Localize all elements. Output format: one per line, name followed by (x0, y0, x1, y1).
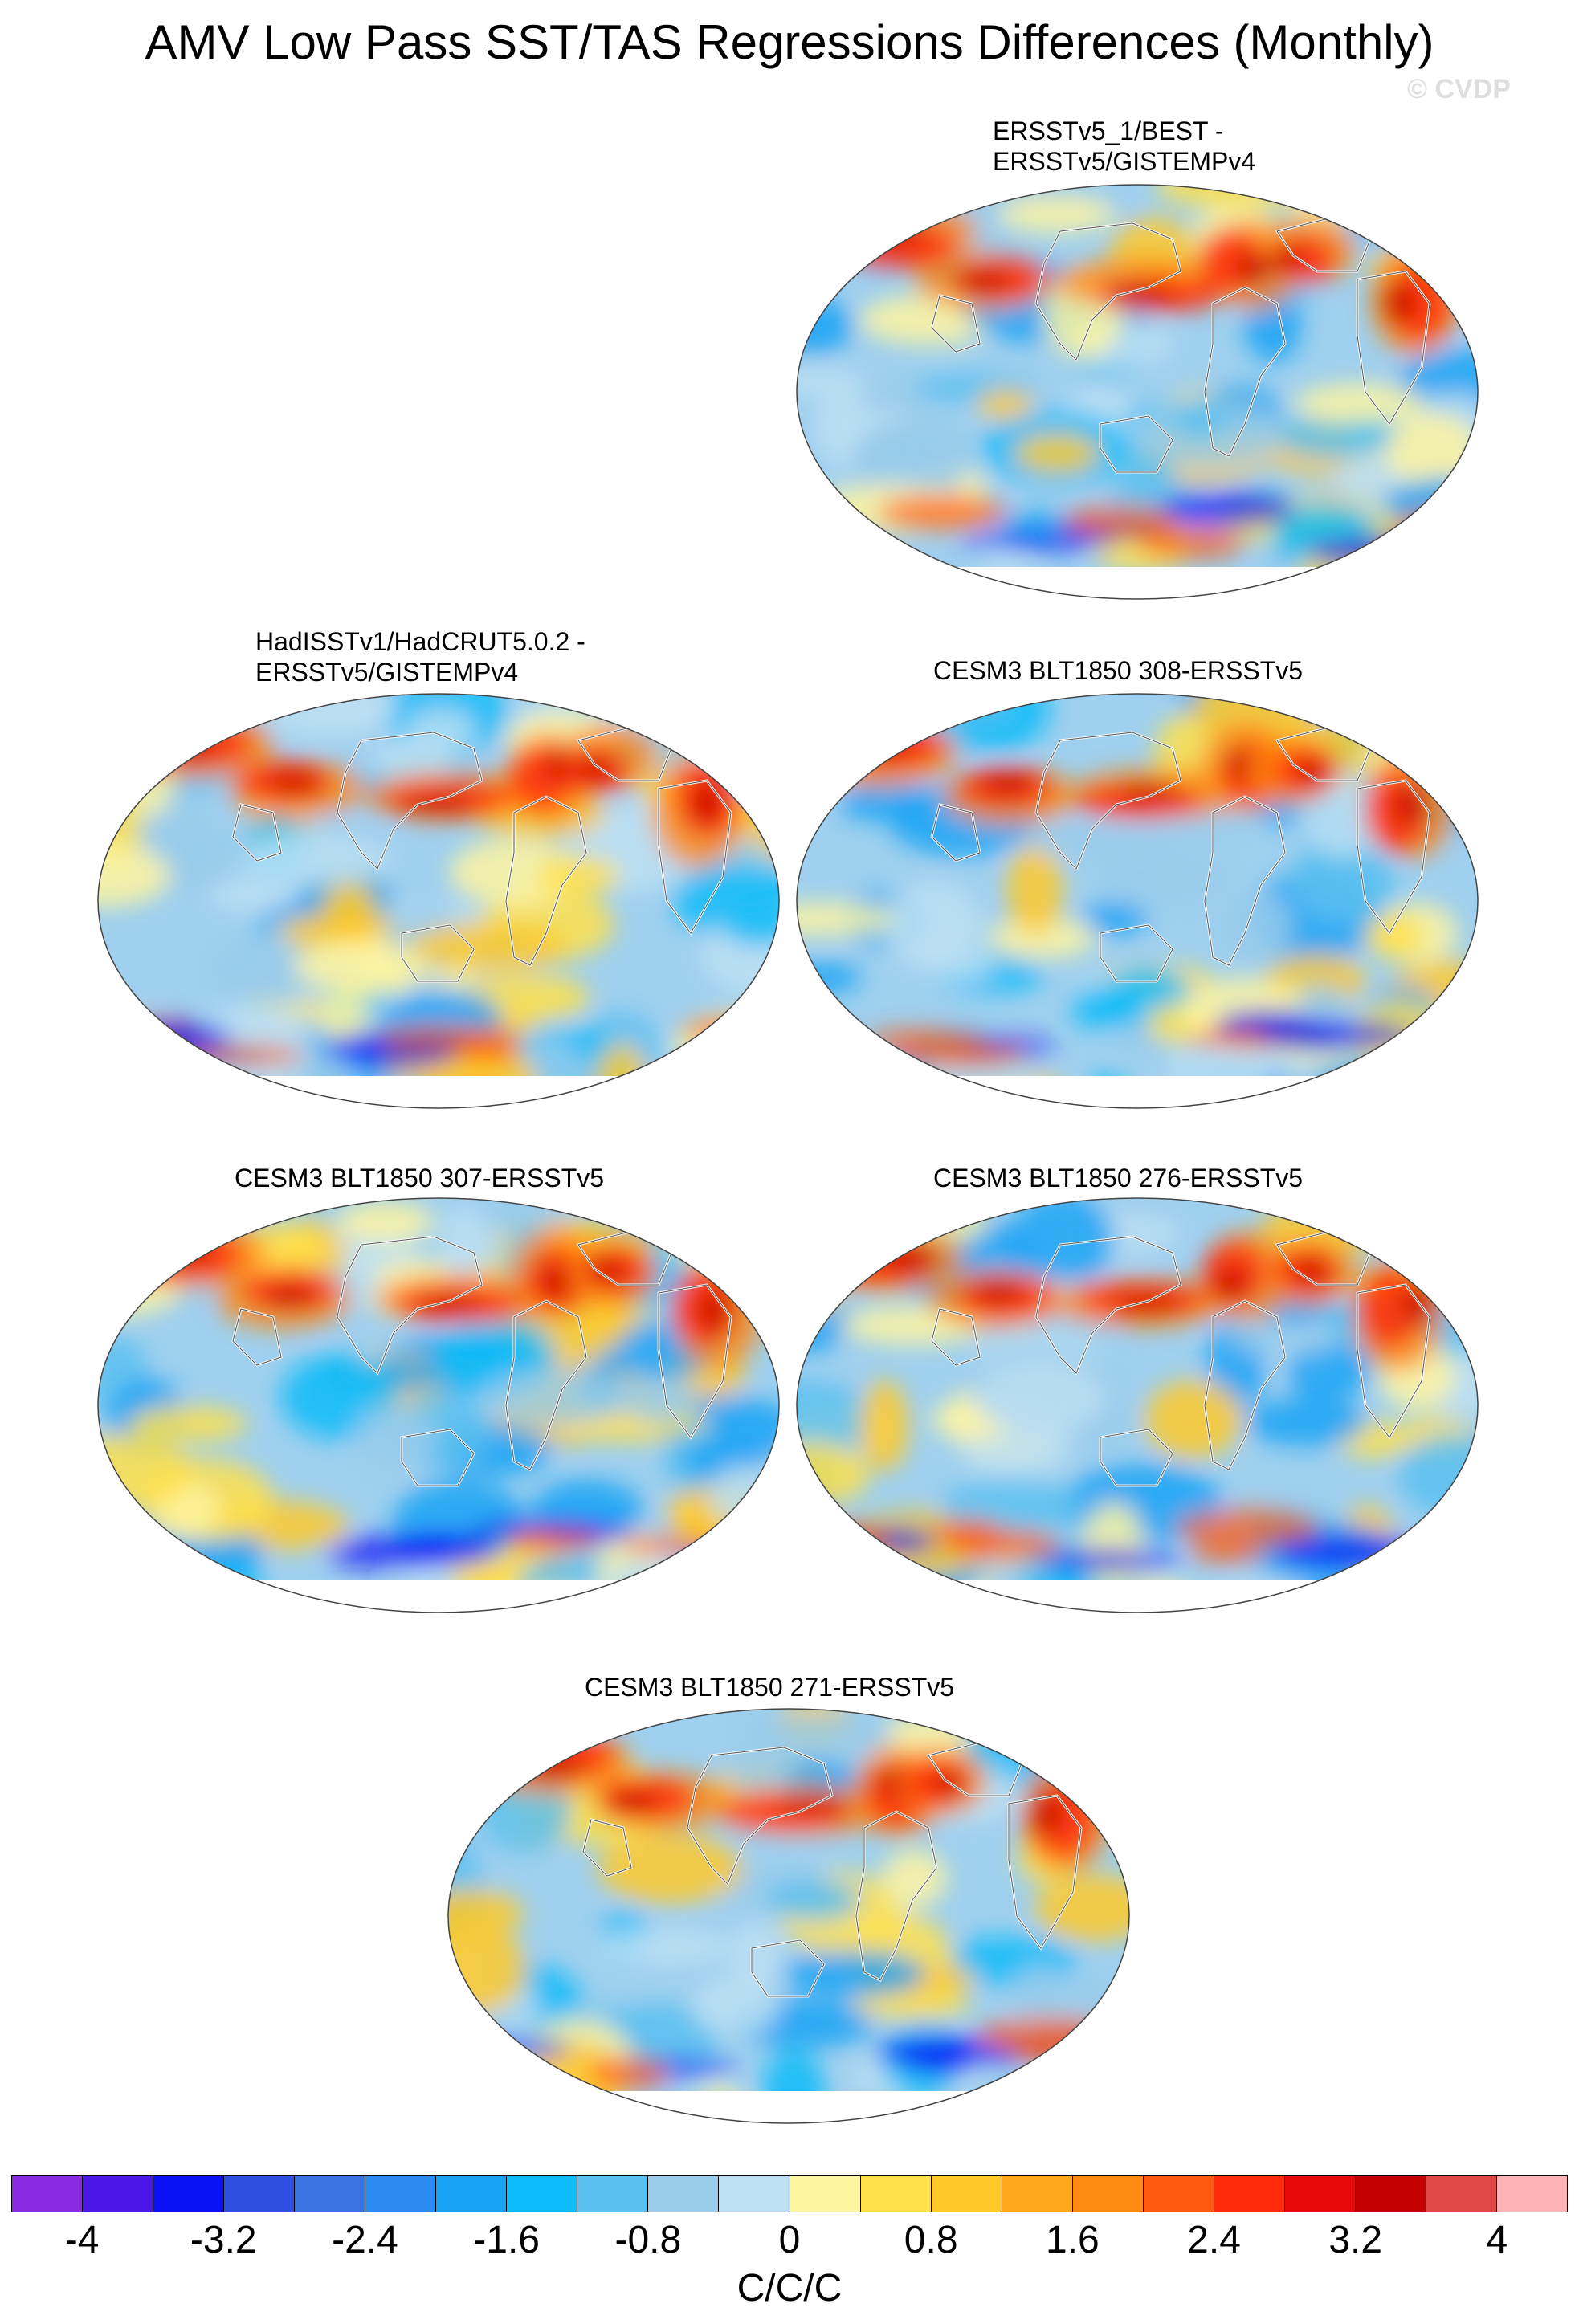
panel-title-2-line-1: HadISSTv1/HadCRUT5.0.2 - (255, 627, 585, 656)
colorbar-tick-label: 4 (1486, 2219, 1508, 2261)
colorbar-swatch-9 (648, 2176, 720, 2212)
map-panel-2 (97, 693, 780, 1109)
map-field (98, 694, 779, 1108)
panel-title-3: CESM3 BLT1850 308-ERSSTv5 (933, 655, 1303, 686)
colorbar-swatch-11 (790, 2176, 861, 2212)
colorbar-swatch-0 (12, 2176, 84, 2212)
panel-title-5: CESM3 BLT1850 276-ERSSTv5 (933, 1163, 1303, 1193)
panel-title-2-line-2: ERSSTv5/GISTEMPv4 (255, 658, 519, 687)
map-panel-6 (447, 1708, 1130, 2124)
colorbar (11, 2175, 1568, 2212)
figure-title: AMV Low Pass SST/TAS Regressions Differe… (145, 15, 1434, 69)
panel-title-5-line-1: CESM3 BLT1850 276-ERSSTv5 (933, 1164, 1304, 1193)
colorbar-tick-label: -1.6 (473, 2219, 540, 2261)
colorbar-swatch-12 (860, 2176, 932, 2212)
panel-title-6-line-1: CESM3 BLT1850 271-ERSSTv5 (585, 1673, 955, 1702)
panel-title-6: CESM3 BLT1850 271-ERSSTv5 (585, 1672, 954, 1702)
colorbar-swatch-2 (153, 2176, 225, 2212)
panel-title-2: HadISSTv1/HadCRUT5.0.2 - ERSSTv5/GISTEMP… (255, 626, 585, 687)
panel-title-4-line-1: CESM3 BLT1850 307-ERSSTv5 (235, 1164, 605, 1193)
colorbar-tick-label: -0.8 (614, 2219, 682, 2261)
map-outline (97, 1197, 780, 1613)
colorbar-tick-label: 2.4 (1187, 2219, 1241, 2261)
colorbar-swatch-19 (1355, 2176, 1426, 2212)
map-outline (796, 184, 1479, 600)
colorbar-tick-label: -3.2 (190, 2219, 257, 2261)
colorbar-swatch-17 (1214, 2176, 1285, 2212)
map-field (98, 1198, 779, 1613)
panel-title-1-line-1: ERSSTv5_1/BEST - (993, 116, 1224, 145)
colorbar-swatch-7 (507, 2176, 578, 2212)
colorbar-tick-label: 0.8 (904, 2219, 958, 2261)
map-panel-3 (796, 693, 1479, 1109)
colorbar-swatch-13 (931, 2176, 1002, 2212)
map-field (797, 694, 1478, 1108)
colorbar-swatch-18 (1284, 2176, 1356, 2212)
colorbar-tick-label: 0 (778, 2219, 801, 2261)
colorbar-swatch-10 (719, 2176, 790, 2212)
cvdp-watermark: © CVDP (1407, 74, 1511, 104)
colorbar-swatch-8 (577, 2176, 649, 2212)
colorbar-swatch-6 (436, 2176, 508, 2212)
map-panel-5 (796, 1197, 1479, 1613)
colorbar-swatch-1 (83, 2176, 154, 2212)
map-field (797, 1198, 1478, 1613)
map-panel-1 (796, 184, 1479, 600)
map-panel-4 (97, 1197, 780, 1613)
colorbar-tick-label: 1.6 (1045, 2219, 1100, 2261)
panel-title-1-line-2: ERSSTv5/GISTEMPv4 (993, 147, 1256, 176)
map-outline (796, 693, 1479, 1109)
colorbar-swatch-4 (295, 2176, 366, 2212)
colorbar-tick-label: 3.2 (1328, 2219, 1383, 2261)
colorbar-swatch-5 (365, 2176, 437, 2212)
colorbar-swatch-3 (224, 2176, 296, 2212)
colorbar-swatch-14 (1002, 2176, 1073, 2212)
colorbar-swatch-15 (1072, 2176, 1144, 2212)
map-field (448, 1709, 1129, 2123)
map-outline (447, 1708, 1130, 2124)
colorbar-tick-label: -2.4 (332, 2219, 398, 2261)
colorbar-swatch-16 (1143, 2176, 1214, 2212)
map-field (797, 185, 1478, 599)
colorbar-tick-label: -4 (64, 2219, 100, 2261)
panel-title-1: ERSSTv5_1/BEST - ERSSTv5/GISTEMPv4 (993, 116, 1255, 177)
panel-title-3-line-1: CESM3 BLT1850 308-ERSSTv5 (933, 656, 1304, 685)
colorbar-swatch-20 (1426, 2176, 1497, 2212)
map-outline (796, 1197, 1479, 1613)
panel-title-4: CESM3 BLT1850 307-ERSSTv5 (235, 1163, 604, 1193)
colorbar-swatch-21 (1496, 2176, 1568, 2212)
colorbar-units: C/C/C (736, 2267, 843, 2310)
map-outline (97, 693, 780, 1109)
